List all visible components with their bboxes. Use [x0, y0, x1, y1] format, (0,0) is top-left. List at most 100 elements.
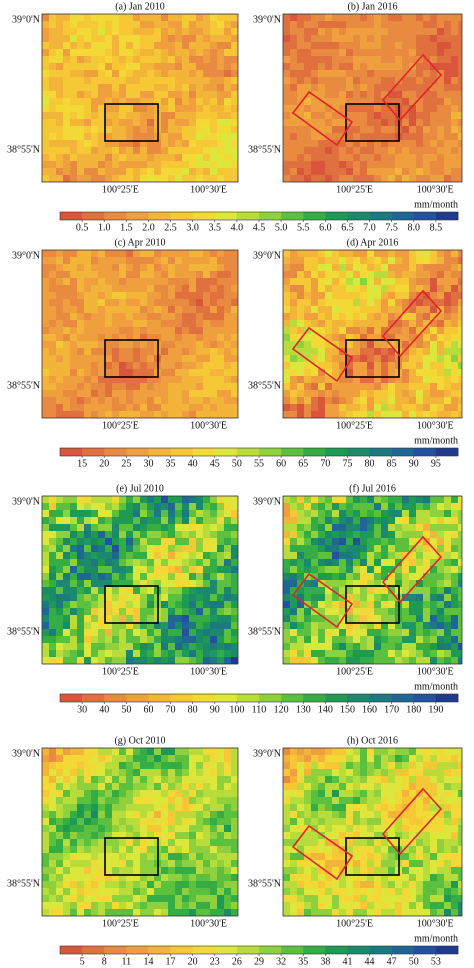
map-cell	[126, 21, 133, 28]
map-cell	[182, 881, 189, 888]
map-cell	[217, 355, 224, 362]
map-cell	[154, 909, 161, 916]
map-cell	[112, 271, 119, 278]
map-cell	[297, 313, 304, 320]
map-cell	[119, 140, 126, 147]
map-cell	[203, 874, 210, 881]
map-cell	[283, 594, 290, 601]
map-cell	[98, 531, 105, 538]
map-cell	[339, 566, 346, 573]
map-cell	[210, 867, 217, 874]
map-cell	[353, 341, 360, 348]
map-cell	[346, 313, 353, 320]
map-cell	[70, 56, 77, 63]
map-cell	[98, 832, 105, 839]
map-cell	[325, 175, 332, 182]
map-cell	[346, 70, 353, 77]
map-cell	[189, 790, 196, 797]
map-cell	[133, 601, 140, 608]
map-cell	[126, 140, 133, 147]
map-cell	[126, 643, 133, 650]
map-cell	[374, 538, 381, 545]
map-cell	[444, 250, 451, 257]
map-cell	[217, 573, 224, 580]
map-cell	[161, 320, 168, 327]
map-cell	[49, 21, 56, 28]
map-cell	[346, 643, 353, 650]
map-cell	[304, 762, 311, 769]
map-cell	[367, 257, 374, 264]
map-cell	[458, 21, 462, 28]
map-cell	[161, 818, 168, 825]
map-cell	[304, 362, 311, 369]
map-cell	[112, 615, 119, 622]
map-cell	[70, 376, 77, 383]
map-cell	[231, 168, 238, 175]
map-cell	[311, 383, 318, 390]
map-cell	[189, 140, 196, 147]
map-cell	[217, 797, 224, 804]
map-cell	[423, 755, 430, 762]
map-cell	[416, 306, 423, 313]
map-cell	[416, 341, 423, 348]
map-cell	[56, 748, 63, 755]
map-cell	[367, 278, 374, 285]
map-cell	[119, 797, 126, 804]
map-cell	[346, 755, 353, 762]
map-cell	[409, 383, 416, 390]
map-cell	[332, 91, 339, 98]
map-cell	[63, 748, 70, 755]
map-cell	[91, 769, 98, 776]
map-cell	[84, 327, 91, 334]
map-cell	[374, 411, 381, 418]
map-cell	[451, 594, 458, 601]
map-cell	[339, 517, 346, 524]
map-cell	[332, 755, 339, 762]
map-cell	[339, 320, 346, 327]
map-cell	[182, 397, 189, 404]
map-cell	[360, 334, 367, 341]
map-cell	[203, 84, 210, 91]
map-cell	[360, 797, 367, 804]
map-cell	[161, 832, 168, 839]
map-cell	[346, 503, 353, 510]
map-cell	[133, 383, 140, 390]
map-cell	[175, 390, 182, 397]
map-cell	[189, 390, 196, 397]
map-cell	[49, 636, 56, 643]
map-cell	[339, 496, 346, 503]
map-cell	[91, 257, 98, 264]
map-cell	[311, 84, 318, 91]
map-cell	[210, 390, 217, 397]
map-cell	[196, 70, 203, 77]
colorbar-bin	[148, 694, 171, 702]
map-cell	[70, 818, 77, 825]
map-cell	[290, 769, 297, 776]
map-cell	[430, 566, 437, 573]
map-cell	[311, 643, 318, 650]
map-cell	[91, 264, 98, 271]
map-cell	[119, 531, 126, 538]
map-cell	[63, 762, 70, 769]
map-cell	[311, 748, 318, 755]
map-cell	[217, 615, 224, 622]
map-cell	[98, 404, 105, 411]
map-cell	[290, 306, 297, 313]
map-cell	[63, 161, 70, 168]
map-cell	[42, 362, 49, 369]
map-cell	[175, 257, 182, 264]
map-cell	[217, 257, 224, 264]
map-cell	[84, 846, 91, 853]
map-cell	[91, 175, 98, 182]
map-cell	[49, 112, 56, 119]
map-cell	[395, 56, 402, 63]
map-cell	[458, 250, 462, 257]
map-cell	[381, 21, 388, 28]
map-cell	[91, 846, 98, 853]
map-cell	[161, 762, 168, 769]
map-cell	[458, 748, 462, 755]
map-cell	[210, 811, 217, 818]
map-cell	[409, 762, 416, 769]
map-cell	[77, 147, 84, 154]
map-cell	[126, 524, 133, 531]
